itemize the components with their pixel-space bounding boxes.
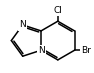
Text: Cl: Cl [53, 6, 62, 15]
Text: N: N [38, 46, 44, 55]
Text: N: N [19, 20, 26, 29]
Text: Br: Br [81, 46, 91, 55]
